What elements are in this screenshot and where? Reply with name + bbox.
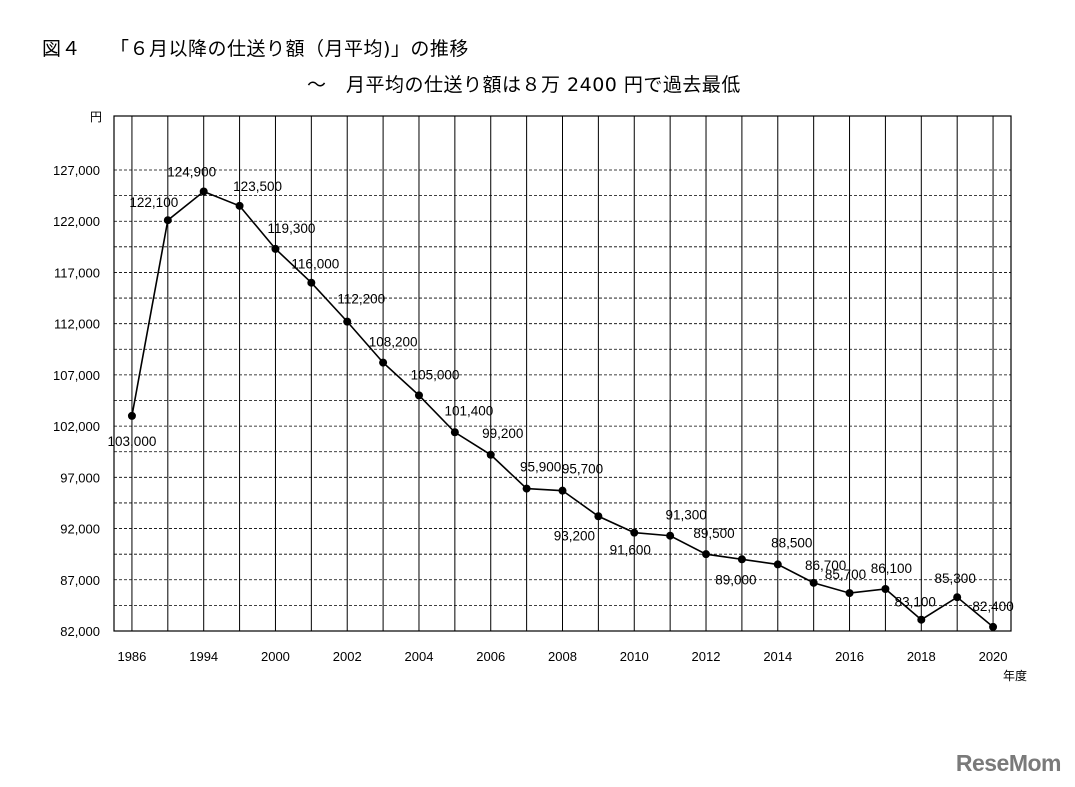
data-label: 93,200 xyxy=(554,528,595,543)
data-label: 86,100 xyxy=(871,561,912,576)
data-label: 89,000 xyxy=(715,572,756,587)
data-label: 116,000 xyxy=(291,257,339,272)
x-tick-label: 1986 xyxy=(117,649,146,664)
y-tick-label: 117,000 xyxy=(54,265,100,280)
data-label: 101,400 xyxy=(444,403,493,418)
x-tick-label: 2008 xyxy=(548,649,577,664)
data-label: 85,700 xyxy=(825,567,866,582)
data-label: 89,500 xyxy=(693,526,734,541)
data-point xyxy=(199,187,208,196)
data-points xyxy=(127,187,998,631)
y-tick-label: 122,000 xyxy=(53,214,100,229)
watermark-logo: ReseMom xyxy=(955,750,1062,776)
y-tick-label: 107,000 xyxy=(53,368,100,383)
data-point xyxy=(773,560,782,569)
y-tick-label: 97,000 xyxy=(60,470,100,485)
x-tick-label: 2000 xyxy=(261,649,290,664)
data-label: 86,700 xyxy=(805,558,846,573)
x-tick-label: 2014 xyxy=(763,649,792,664)
data-label: 99,200 xyxy=(482,426,523,441)
data-label: 91,600 xyxy=(610,543,651,558)
data-label: 123,500 xyxy=(233,179,282,194)
x-tick-label: 2010 xyxy=(620,649,649,664)
data-label: 119,300 xyxy=(268,221,316,236)
y-tick-label: 102,000 xyxy=(53,419,100,434)
data-label: 91,300 xyxy=(665,508,706,523)
data-label: 122,100 xyxy=(129,195,178,210)
data-point xyxy=(845,589,854,598)
x-tick-label: 2012 xyxy=(692,649,721,664)
x-tick-label: 2002 xyxy=(333,649,362,664)
data-point xyxy=(702,550,711,559)
data-label: 108,200 xyxy=(369,335,418,350)
chart-title: 「６月以降の仕送り額（月平均)」の推移 xyxy=(110,38,469,60)
y-tick-label: 112,000 xyxy=(54,317,100,332)
x-axis-label: 年度 xyxy=(1003,668,1027,683)
x-tick-label: 2006 xyxy=(476,649,505,664)
data-point xyxy=(594,512,603,521)
data-label: 103,000 xyxy=(108,434,157,449)
data-point xyxy=(989,622,998,631)
data-label: 82,400 xyxy=(972,599,1013,614)
x-tick-label: 2016 xyxy=(835,649,864,664)
data-point xyxy=(414,391,423,400)
data-label: 95,700 xyxy=(562,462,603,477)
data-labels: 103,000 122,100 124,900 123,500 119,300 116,0… xyxy=(108,165,1014,614)
x-tick-label: 2020 xyxy=(979,649,1008,664)
data-point xyxy=(666,531,675,540)
data-point xyxy=(163,216,172,225)
data-label: 95,900 xyxy=(520,460,561,475)
x-tick-label: 2018 xyxy=(907,649,936,664)
data-label: 88,500 xyxy=(771,535,812,550)
y-tick-label: 87,000 xyxy=(60,573,100,588)
data-point xyxy=(307,278,316,287)
x-axis-ticks: 1986 1994 2000 2002 2004 2006 2008 2010 2012 2014… xyxy=(117,649,1007,664)
data-point xyxy=(881,584,890,593)
data-point xyxy=(917,615,926,624)
data-point xyxy=(953,593,962,602)
data-point xyxy=(522,484,531,493)
data-label: 112,200 xyxy=(337,292,385,307)
data-label: 105,000 xyxy=(411,367,460,382)
data-label: 85,300 xyxy=(935,571,976,586)
y-axis-ticks: 82,000 87,000 92,000 97,000 102,000 107,000 11… xyxy=(53,163,100,639)
data-point xyxy=(486,450,495,459)
data-point xyxy=(809,578,818,587)
data-point xyxy=(271,244,280,253)
data-point xyxy=(737,555,746,564)
y-tick-label: 92,000 xyxy=(60,522,100,537)
data-point xyxy=(343,317,352,326)
plot-frame xyxy=(113,115,1012,632)
data-point xyxy=(127,411,136,420)
x-tick-label: 1994 xyxy=(189,649,218,664)
chart-subtitle: ～ 月平均の仕送り額は８万 2400 円で過去最低 xyxy=(307,74,741,96)
x-tick-label: 2004 xyxy=(405,649,434,664)
data-label: 83,100 xyxy=(895,595,936,610)
y-tick-label: 127,000 xyxy=(53,163,100,178)
data-point xyxy=(379,358,388,367)
data-point xyxy=(630,528,639,537)
data-point xyxy=(558,486,567,495)
data-point xyxy=(235,201,244,210)
y-axis-label: 円 xyxy=(90,110,102,124)
data-point xyxy=(450,428,459,437)
figure-label: 図４ xyxy=(42,38,82,60)
data-label: 124,900 xyxy=(167,165,216,180)
y-tick-label: 82,000 xyxy=(60,624,100,639)
